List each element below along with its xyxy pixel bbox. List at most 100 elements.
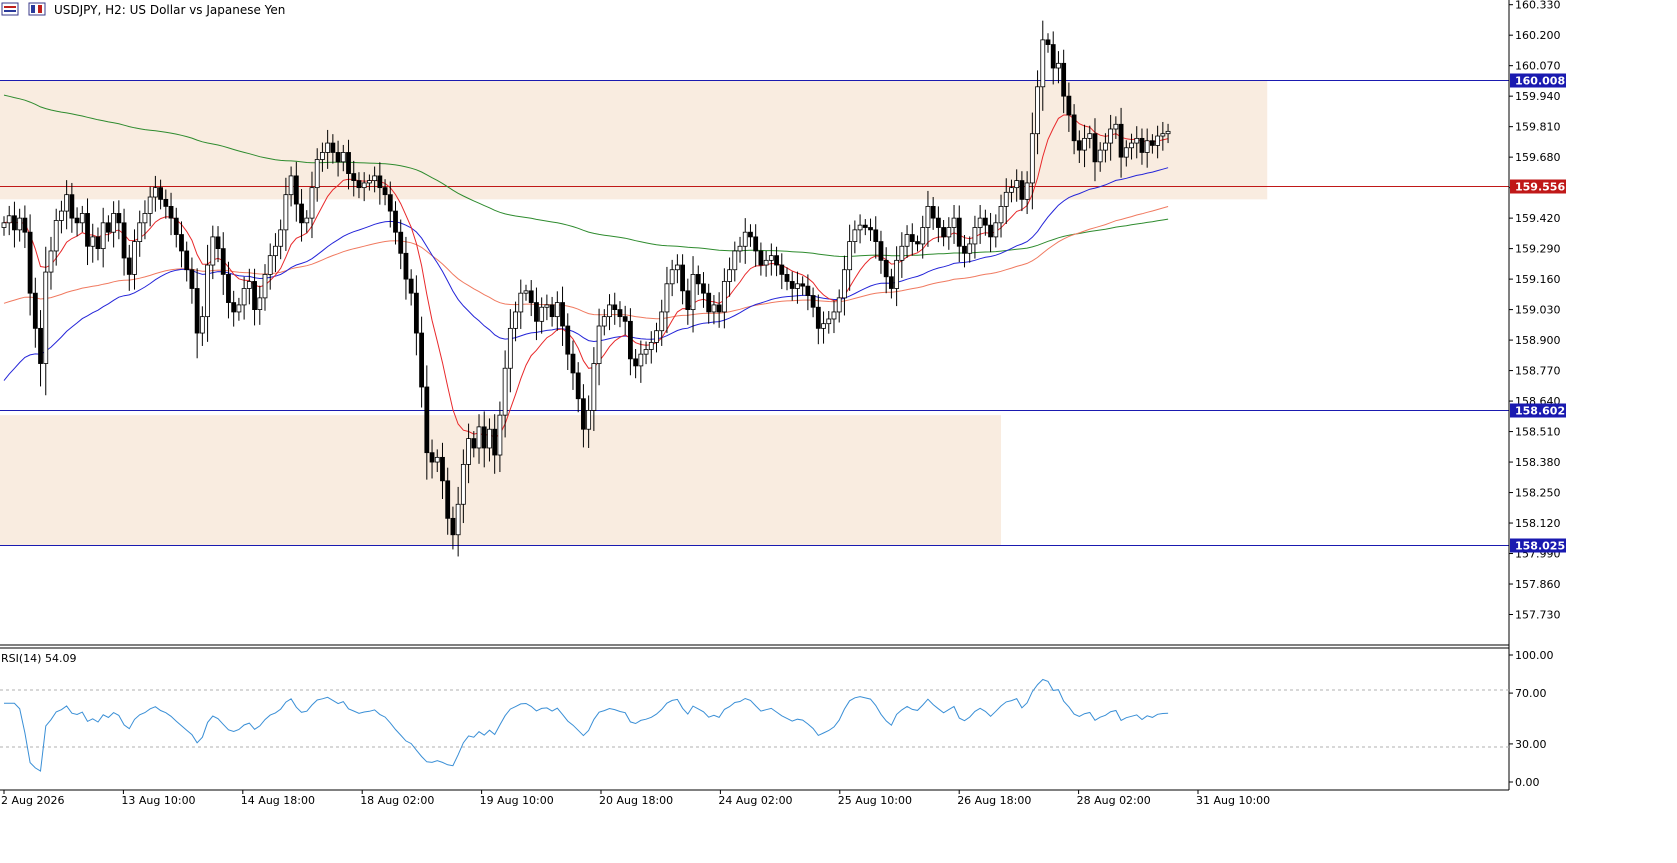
candle: [680, 254, 685, 305]
candle: [1050, 31, 1056, 85]
rsi-tick-label: 0.00: [1515, 776, 1540, 789]
level-label: 160.008: [1515, 75, 1565, 88]
candle: [727, 257, 732, 297]
candle: [95, 227, 101, 261]
candle: [173, 207, 179, 248]
candle: [899, 232, 905, 278]
candle: [768, 243, 774, 276]
candle: [596, 308, 602, 386]
candle: [831, 300, 837, 334]
candle: [815, 294, 821, 345]
candle: [560, 286, 565, 346]
candlesticks: [1, 20, 1171, 557]
candle: [220, 232, 226, 295]
candle: [106, 215, 111, 242]
candle: [137, 210, 143, 257]
candle: [695, 265, 701, 295]
candle: [742, 218, 748, 264]
candle: [434, 449, 440, 473]
candle: [633, 349, 639, 379]
candle: [335, 140, 341, 177]
candle: [1045, 33, 1051, 53]
price-tick-label: 158.510: [1515, 426, 1561, 439]
candle: [758, 242, 764, 276]
candle: [12, 201, 17, 248]
candle: [382, 179, 388, 206]
candle: [142, 200, 148, 240]
candle: [1134, 126, 1140, 159]
candle: [586, 395, 592, 448]
candle: [1144, 128, 1150, 168]
candle: [528, 280, 534, 317]
candle: [732, 241, 738, 282]
candle: [716, 292, 722, 328]
candle: [873, 216, 879, 259]
candle: [643, 341, 649, 365]
time-label: 25 Aug 10:00: [838, 794, 912, 807]
candle: [1097, 142, 1103, 172]
candle: [194, 268, 200, 359]
candle: [628, 308, 633, 376]
candle: [231, 290, 237, 327]
bar-chart-mode-icon[interactable]: [1, 2, 19, 16]
ma-salmon-line: [3, 206, 1169, 320]
candle: [1003, 178, 1009, 224]
candle: [1066, 82, 1072, 132]
price-tick-label: 157.860: [1515, 578, 1561, 591]
candle: [361, 172, 367, 202]
price-tick-label: 160.330: [1515, 0, 1561, 12]
candle: [935, 206, 941, 243]
candle: [241, 276, 247, 320]
candle: [90, 223, 96, 263]
horizontal-levels: [0, 80, 1509, 546]
candle: [210, 225, 216, 280]
candle: [278, 219, 284, 260]
candle: [748, 224, 753, 247]
candle: [789, 271, 795, 301]
candle: [909, 223, 915, 256]
candle: [163, 189, 169, 219]
candle: [810, 287, 816, 318]
candle: [1076, 130, 1082, 164]
candle: [471, 431, 477, 458]
candle: [455, 486, 461, 557]
candle: [779, 253, 785, 290]
level-label-box: [1510, 73, 1566, 88]
candle: [836, 289, 842, 323]
candle: [1113, 116, 1119, 139]
chart-header: USDJPY, H2: US Dollar vs Japanese Yen: [1, 2, 285, 17]
candle: [1040, 20, 1046, 111]
level-labels: 160.008 159.556 158.602 158.025: [1510, 73, 1566, 553]
candle: [199, 306, 205, 346]
candle: [132, 229, 137, 290]
candle: [1035, 70, 1040, 155]
candle: [889, 268, 894, 299]
candle: [993, 214, 999, 248]
candle: [868, 218, 873, 241]
candle: [601, 309, 607, 336]
candle: [419, 316, 425, 408]
candle: [226, 261, 231, 319]
price-tick-label: 158.120: [1515, 517, 1561, 530]
time-label: 24 Aug 02:00: [718, 794, 792, 807]
candlestick-mode-icon[interactable]: [28, 2, 46, 16]
candle: [152, 175, 158, 212]
rsi-tick-label: 70.00: [1515, 687, 1547, 700]
candle: [1160, 121, 1166, 151]
candle: [325, 129, 331, 169]
candle: [304, 210, 310, 233]
candle: [147, 186, 153, 227]
price-axis: 160.330 160.200 160.070 159.940 159.810 159.6…: [1508, 0, 1561, 790]
candle: [988, 212, 993, 253]
candle: [1071, 104, 1077, 155]
candle: [1150, 134, 1155, 154]
candle: [267, 243, 273, 290]
candle: [43, 246, 49, 396]
price-tick-label: 158.380: [1515, 456, 1561, 469]
time-label: 28 Aug 02:00: [1077, 794, 1151, 807]
candle: [487, 418, 492, 462]
candle: [946, 217, 952, 250]
candle: [622, 305, 628, 335]
candle: [64, 180, 70, 230]
